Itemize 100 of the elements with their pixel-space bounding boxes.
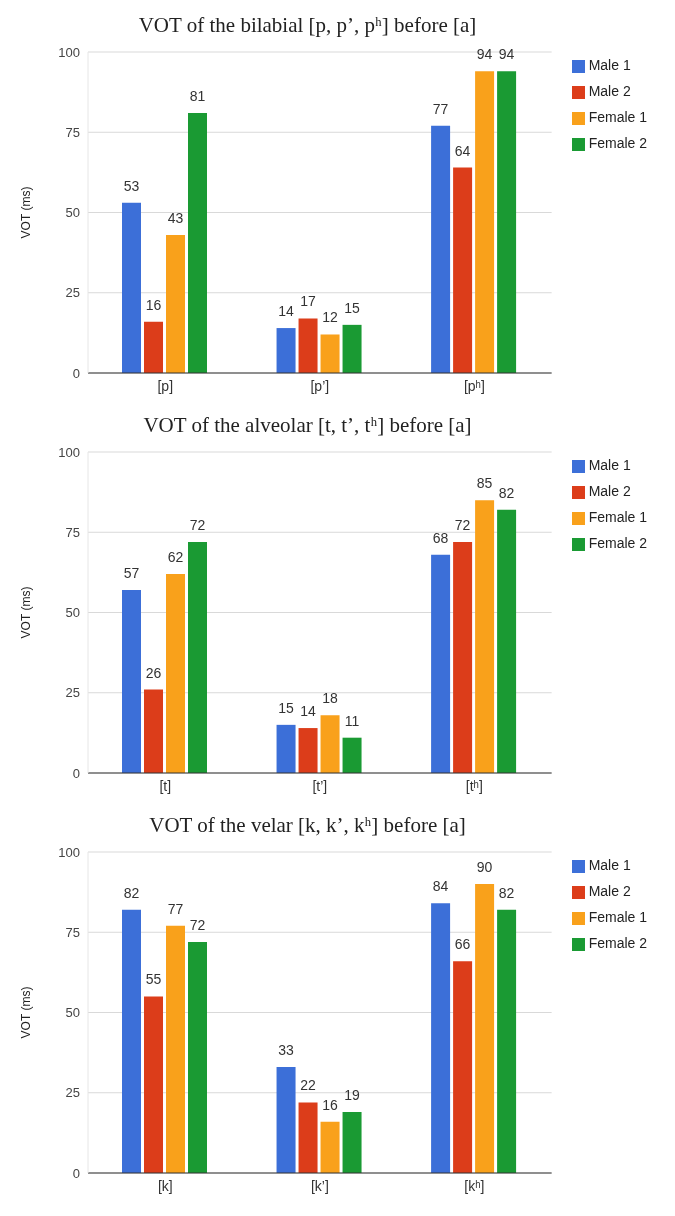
data-label: 90	[476, 859, 493, 876]
legend-label: Female 2	[588, 135, 647, 151]
bar	[453, 167, 473, 373]
y-tick-label: 0	[72, 1165, 80, 1181]
data-label: 85	[476, 475, 493, 492]
bar	[342, 1112, 362, 1173]
y-axis-title: VOT (ms)	[19, 986, 34, 1039]
bar	[188, 941, 207, 1173]
bar	[497, 909, 517, 1173]
bar	[453, 961, 473, 1173]
data-label: 57	[123, 565, 140, 582]
data-label: 82	[498, 884, 515, 901]
x-tick-label: [k]	[157, 1177, 173, 1194]
chart-title: VOT of the velar [k, k’, kʰ] before [a]	[148, 812, 467, 839]
bar	[166, 234, 185, 373]
bar	[431, 125, 451, 373]
bar	[166, 925, 185, 1173]
y-tick-label: 25	[65, 685, 80, 701]
bar	[320, 334, 340, 373]
data-label: 14	[278, 303, 295, 320]
data-label: 17	[300, 293, 317, 310]
data-label: 72	[189, 516, 206, 533]
chart-title: VOT of the bilabial [p, p’, pʰ] before [a]	[137, 12, 478, 39]
y-tick-label: 50	[65, 205, 80, 221]
data-label: 82	[123, 884, 140, 901]
legend-label: Male 1	[588, 857, 631, 873]
legend-label: Male 1	[588, 457, 631, 473]
data-label: 12	[322, 309, 339, 326]
x-tick-label: [p’]	[310, 377, 330, 394]
chart-title: VOT of the alveolar [t, t’, tʰ] before [a]	[142, 412, 473, 439]
data-label: 19	[344, 1087, 361, 1104]
x-tick-label: [t’]	[312, 777, 328, 794]
y-tick-label: 50	[65, 605, 80, 621]
legend-label: Female 1	[588, 909, 647, 925]
bar	[342, 324, 362, 373]
data-label: 18	[322, 690, 339, 707]
y-tick-label: 50	[65, 1005, 80, 1021]
data-label: 84	[432, 878, 449, 895]
bar	[188, 541, 207, 773]
data-label: 94	[498, 46, 515, 63]
bar	[188, 112, 207, 373]
x-tick-label: [t]	[159, 777, 172, 794]
bar	[122, 909, 141, 1173]
legend-label: Female 2	[588, 935, 647, 951]
data-label: 64	[454, 142, 471, 159]
data-label: 11	[344, 712, 360, 729]
bar	[453, 541, 473, 773]
bar	[497, 71, 517, 373]
bar	[122, 202, 141, 373]
data-label: 68	[432, 529, 449, 546]
y-tick-label: 25	[65, 1085, 80, 1101]
y-tick-label: 75	[65, 924, 80, 940]
bar	[298, 728, 318, 773]
data-label: 15	[278, 699, 295, 716]
data-label: 72	[189, 916, 206, 933]
bar	[320, 1121, 340, 1173]
bar	[298, 1102, 318, 1173]
legend-label: Male 2	[588, 483, 631, 499]
legend-label: Female 2	[588, 535, 647, 551]
data-label: 77	[432, 100, 449, 117]
x-tick-label: [k’]	[310, 1177, 329, 1194]
x-tick-label: [kʰ]	[464, 1177, 485, 1194]
data-label: 62	[167, 548, 184, 565]
x-tick-label: [p]	[157, 377, 174, 394]
y-tick-label: 75	[65, 524, 80, 540]
data-label: 33	[278, 1042, 295, 1059]
data-label: 14	[300, 703, 317, 720]
data-label: 81	[189, 87, 206, 104]
legend-label: Male 2	[588, 883, 631, 899]
data-label: 66	[454, 936, 471, 953]
data-label: 82	[498, 484, 515, 501]
data-label: 15	[344, 299, 361, 316]
y-axis-title: VOT (ms)	[19, 586, 34, 639]
data-label: 16	[322, 1096, 339, 1113]
x-tick-label: [pʰ]	[463, 377, 485, 394]
data-label: 55	[145, 971, 162, 988]
data-label: 43	[167, 209, 184, 226]
y-tick-label: 25	[65, 285, 80, 301]
bar	[475, 71, 495, 373]
bar	[298, 318, 318, 373]
data-label: 72	[454, 516, 471, 533]
legend-label: Male 2	[588, 83, 631, 99]
bar	[276, 328, 296, 373]
bar	[144, 689, 163, 773]
bar	[475, 500, 495, 773]
bar	[144, 321, 163, 373]
legend-label: Female 1	[588, 509, 647, 525]
bar	[122, 590, 141, 773]
bar	[320, 715, 340, 773]
bar	[144, 996, 163, 1173]
bar	[431, 903, 451, 1173]
bar	[342, 737, 362, 773]
legend-label: Female 1	[588, 109, 647, 125]
y-tick-label: 100	[58, 44, 80, 60]
bar	[276, 1067, 296, 1173]
bar	[276, 724, 296, 773]
y-tick-label: 75	[65, 124, 80, 140]
data-label: 53	[123, 177, 140, 194]
y-tick-label: 100	[58, 444, 80, 460]
data-label: 26	[145, 664, 162, 681]
